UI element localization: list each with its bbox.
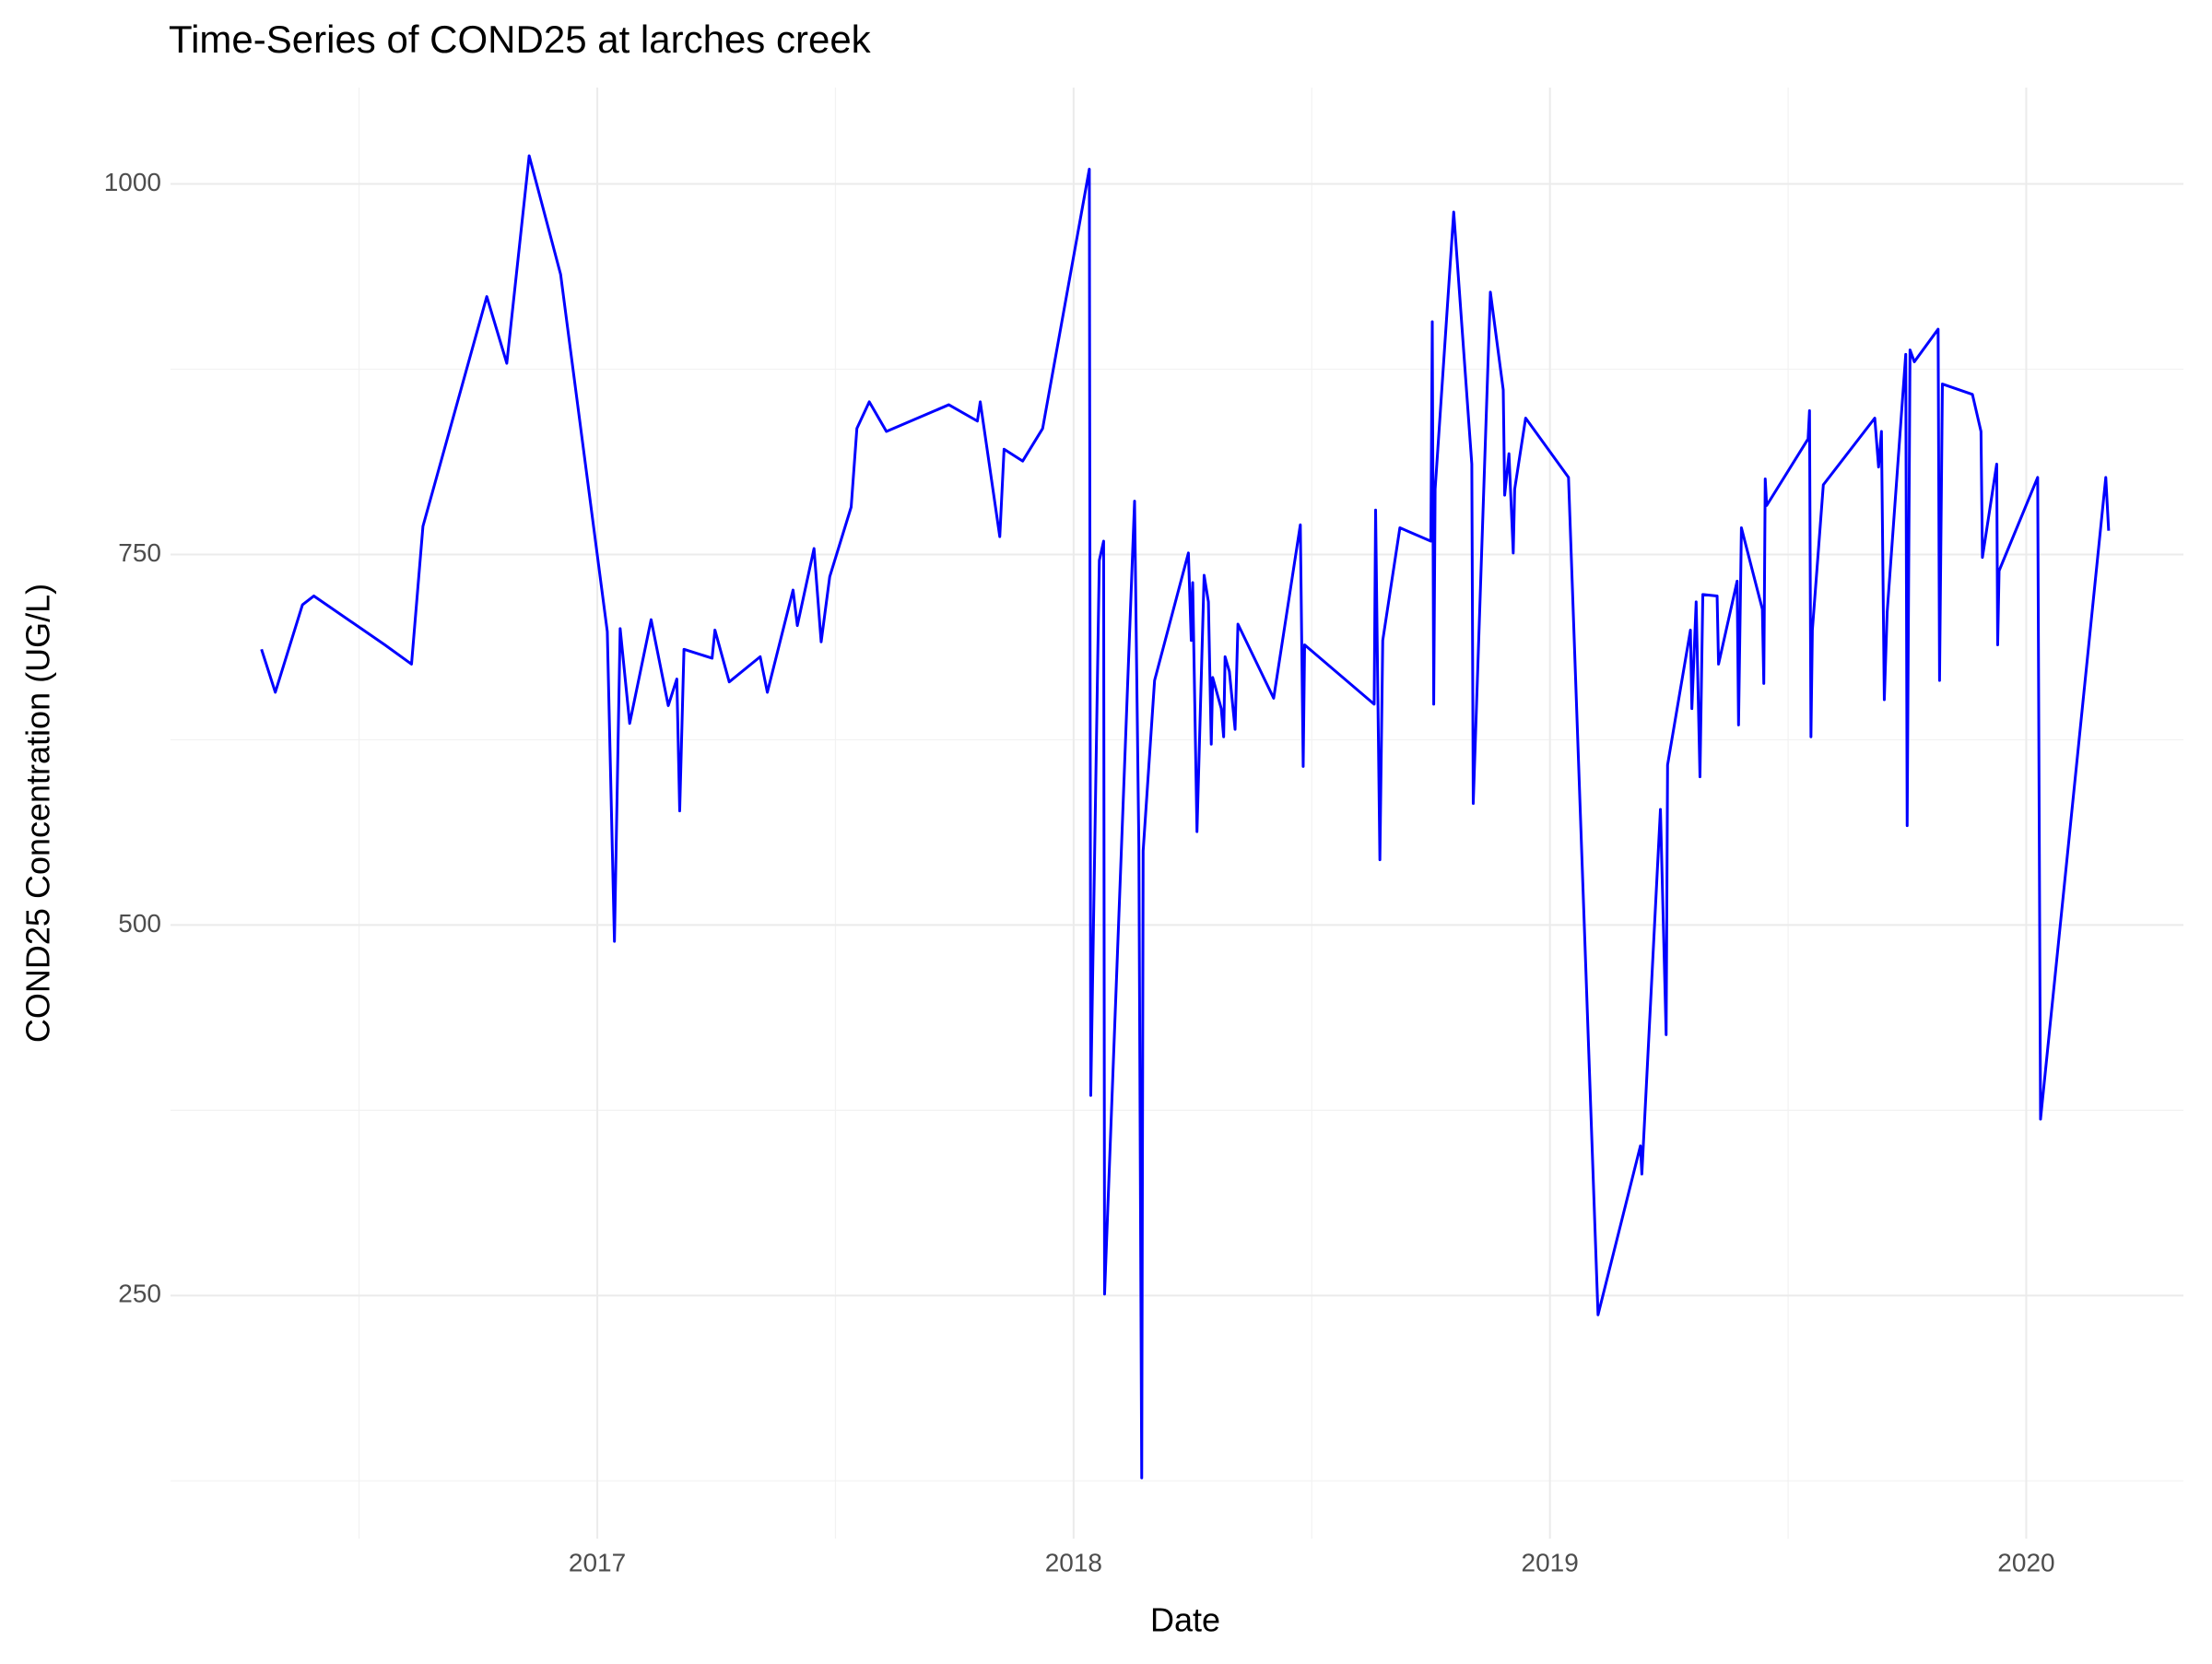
data-line: [260, 154, 2111, 1480]
chart-title: Time-Series of COND25 at larches creek: [169, 18, 872, 61]
x-tick-label: 2019: [1522, 1548, 1579, 1576]
y-tick-label: 250: [118, 1280, 161, 1308]
x-tick-label: 2018: [1045, 1548, 1102, 1576]
y-tick-label: 750: [118, 538, 161, 567]
x-axis-label: Date: [1150, 1601, 1220, 1639]
y-tick-label: 500: [118, 909, 161, 938]
x-tick-label: 2017: [569, 1548, 626, 1576]
y-tick-label: 1000: [104, 168, 161, 196]
y-axis-label: COND25 Concentration (UG/L): [19, 584, 57, 1043]
x-tick-label: 2020: [1997, 1548, 2054, 1576]
